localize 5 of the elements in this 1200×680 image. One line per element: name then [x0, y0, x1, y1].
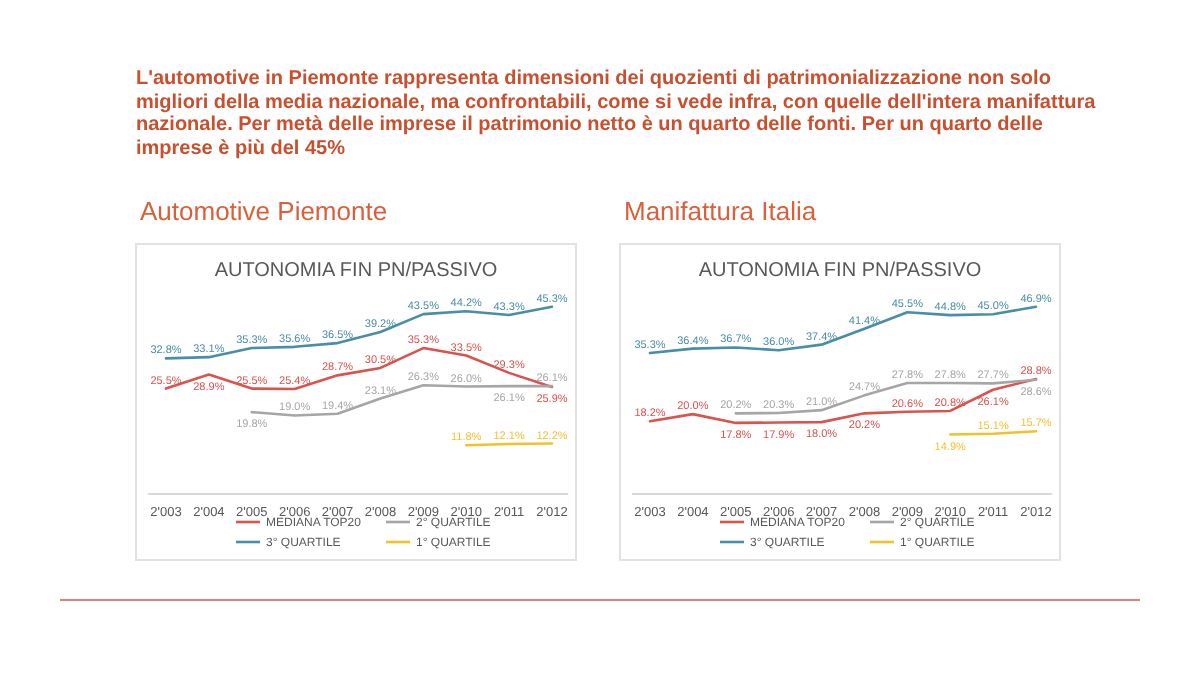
chart-title: AUTONOMIA FIN PN/PASSIVO — [698, 260, 982, 282]
chart-subtitle: Automotive Piemonte — [140, 196, 388, 226]
text: L'automotive in Piemonte rappresenta dimensioni dei quozienti di patrimonializzazione non solo migliori della media nazionale, ma confrontabili, come si vede infra, con quelle dell'intera manifattura nazionale. Per metà delle imprese il patrimonio netto è un quarto delle fonti. Per un quarto delle imprese è più del 45% — [136, 68, 1096, 160]
chart-title: AUTONOMIA FIN PN/PASSIVO — [214, 260, 498, 282]
chart-subtitle: Manifattura Italia — [624, 196, 818, 226]
